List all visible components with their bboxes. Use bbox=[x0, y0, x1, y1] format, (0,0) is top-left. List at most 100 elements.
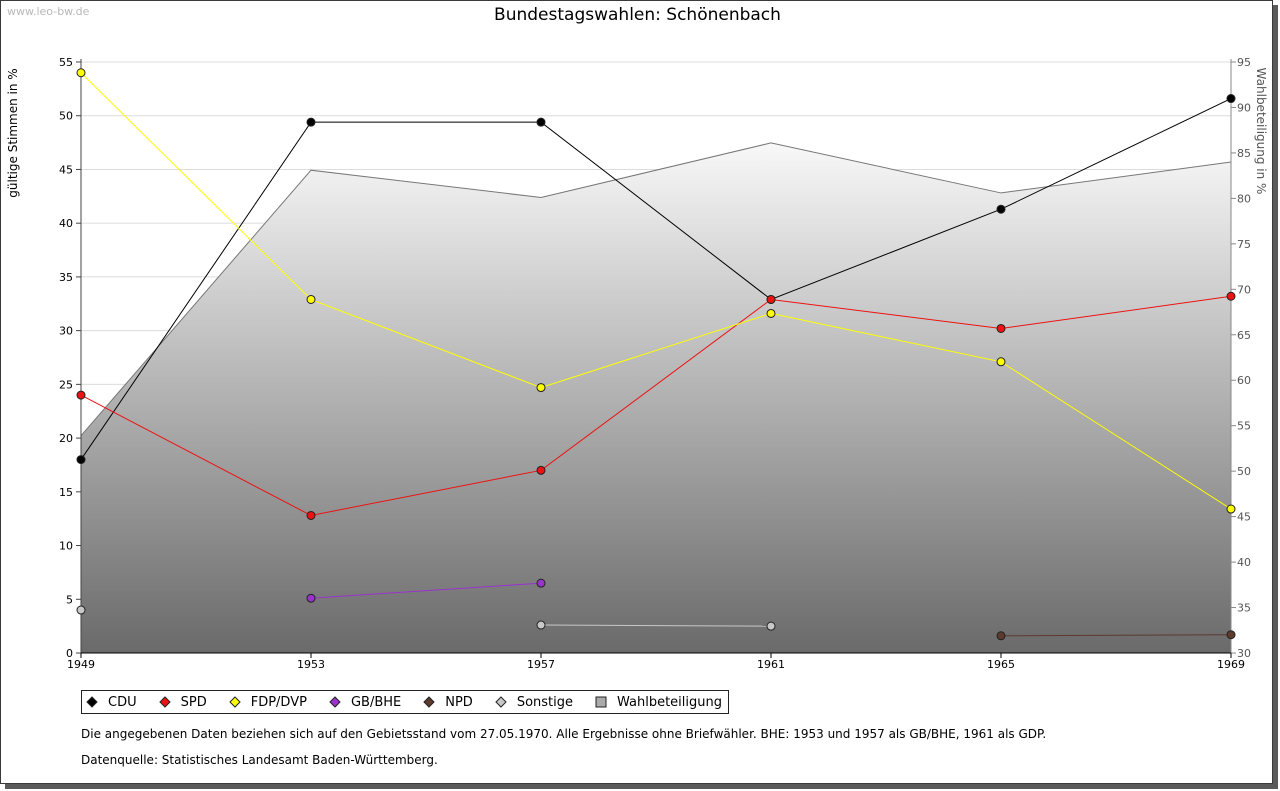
legend-item-spd: SPD bbox=[158, 694, 207, 710]
data-point-npd[interactable] bbox=[996, 631, 1006, 641]
data-point-cdu[interactable] bbox=[76, 455, 86, 465]
series-lines bbox=[76, 68, 1236, 641]
data-point-spd[interactable] bbox=[536, 465, 546, 475]
data-point-sonstige[interactable] bbox=[766, 621, 776, 631]
data-point-spd[interactable] bbox=[306, 510, 316, 520]
legend-item-npd: NPD bbox=[423, 695, 473, 710]
x-tick-label: 1969 bbox=[1217, 658, 1245, 671]
legend-marker-npd bbox=[423, 696, 435, 708]
y-tick-label-right: 75 bbox=[1237, 238, 1251, 251]
y-tick-label-right: 30 bbox=[1237, 647, 1251, 660]
y-axis-title-left: gültige Stimmen in % bbox=[6, 68, 20, 197]
y-tick-label-right: 80 bbox=[1237, 192, 1251, 205]
data-note: Die angegebenen Daten beziehen sich auf … bbox=[81, 727, 1047, 741]
series-line-sonstige bbox=[540, 624, 772, 627]
x-tick-label: 1957 bbox=[527, 658, 555, 671]
axis-titles: gültige Stimmen in % Wahlbeteiligung in … bbox=[6, 68, 1268, 198]
y-tick-label-left: 15 bbox=[59, 486, 73, 499]
x-tick-label: 1949 bbox=[67, 658, 95, 671]
legend-item-wahlbeteiligung: Wahlbeteiligung bbox=[595, 695, 722, 710]
data-point-spd[interactable] bbox=[766, 294, 776, 304]
y-tick-label-right: 70 bbox=[1237, 283, 1251, 296]
series-spd bbox=[76, 291, 1236, 520]
data-point-fdp-dvp[interactable] bbox=[1226, 504, 1236, 514]
y-tick-label-right: 55 bbox=[1237, 420, 1251, 433]
tick-labels: 0 5 10 15 20 25 30 35 40 45 50 55 30 35 40 45 50 55 60 65 70… bbox=[59, 56, 1251, 671]
series-line-npd bbox=[1000, 634, 1232, 637]
data-point-fdp-dvp[interactable] bbox=[536, 383, 546, 393]
y-tick-label-right: 60 bbox=[1237, 374, 1251, 387]
data-point-cdu[interactable] bbox=[306, 117, 316, 127]
watermark: www.leo-bw.de bbox=[7, 5, 90, 18]
data-point-npd[interactable] bbox=[1226, 630, 1236, 640]
y-tick-label-right: 90 bbox=[1237, 101, 1251, 114]
y-tick-label-left: 45 bbox=[59, 163, 73, 176]
legend-marker-sonstige bbox=[495, 696, 507, 708]
legend-marker-spd bbox=[158, 696, 171, 708]
legend-item-fdp-dvp: FDP/DVP bbox=[229, 695, 307, 710]
legend-label-fdp-dvp: FDP/DVP bbox=[250, 694, 307, 710]
series-line-cdu bbox=[80, 98, 1232, 460]
axes bbox=[76, 59, 1236, 658]
data-point-spd[interactable] bbox=[996, 323, 1006, 333]
legend-marker-wahlbeteiligung bbox=[595, 696, 607, 708]
data-point-gb-bhe[interactable] bbox=[536, 578, 546, 588]
y-tick-label-right: 95 bbox=[1237, 56, 1251, 69]
data-point-gb-bhe[interactable] bbox=[306, 593, 316, 603]
data-source: Datenquelle: Statistisches Landesamt Bad… bbox=[81, 753, 438, 767]
y-tick-label-left: 5 bbox=[66, 593, 73, 606]
series-line-fdp-dvp bbox=[80, 72, 1232, 510]
data-point-spd[interactable] bbox=[1226, 291, 1236, 301]
y-tick-label-right: 50 bbox=[1237, 465, 1251, 478]
series-cdu bbox=[76, 94, 1236, 465]
data-point-cdu[interactable] bbox=[996, 204, 1006, 214]
data-point-fdp-dvp[interactable] bbox=[306, 294, 316, 304]
y-axis-title-right: Wahlbeteiligung in % bbox=[1254, 68, 1268, 195]
y-tick-label-right: 85 bbox=[1237, 147, 1251, 160]
x-tick-label: 1953 bbox=[297, 658, 325, 671]
y-tick-label-left: 55 bbox=[59, 56, 73, 69]
y-tick-label-left: 30 bbox=[59, 325, 73, 338]
data-point-cdu[interactable] bbox=[536, 117, 546, 127]
legend-label-wahlbeteiligung: Wahlbeteiligung bbox=[617, 694, 723, 710]
turnout-area bbox=[80, 142, 1232, 653]
data-point-fdp-dvp[interactable] bbox=[766, 308, 776, 318]
data-point-spd[interactable] bbox=[76, 390, 86, 400]
series-line-gb-bhe bbox=[310, 582, 542, 599]
y-tick-label-left: 40 bbox=[59, 217, 73, 230]
legend-label-spd: SPD bbox=[180, 694, 207, 710]
legend-marker-cdu bbox=[86, 696, 98, 708]
y-tick-label-right: 65 bbox=[1237, 329, 1251, 342]
legend-marker-fdp-dvp bbox=[229, 696, 241, 708]
x-tick-label: 1965 bbox=[987, 658, 1015, 671]
legend-marker-gb-bhe bbox=[329, 696, 341, 708]
y-tick-label-left: 35 bbox=[59, 271, 73, 284]
legend-label-cdu: CDU bbox=[108, 694, 137, 710]
y-tick-label-left: 25 bbox=[59, 378, 73, 391]
y-tick-label-left: 20 bbox=[59, 432, 73, 445]
y-tick-label-right: 40 bbox=[1237, 556, 1251, 569]
data-point-cdu[interactable] bbox=[1226, 94, 1236, 104]
y-tick-label-left: 50 bbox=[59, 110, 73, 123]
y-tick-label-left: 10 bbox=[59, 540, 73, 553]
legend-item-cdu: CDU bbox=[86, 695, 137, 710]
data-point-fdp-dvp[interactable] bbox=[76, 68, 86, 78]
data-point-sonstige[interactable] bbox=[536, 620, 546, 630]
series-npd bbox=[996, 630, 1236, 641]
y-tick-label-right: 35 bbox=[1237, 602, 1251, 615]
y-tick-label-right: 45 bbox=[1237, 511, 1251, 524]
legend: CDU SPD FDP/DVP GB/BHE NPD Sonstige Wahlbeteil… bbox=[81, 690, 730, 714]
legend-label-gb-bhe: GB/BHE bbox=[350, 694, 402, 710]
data-point-sonstige[interactable] bbox=[76, 605, 86, 615]
series-line-spd bbox=[80, 295, 1232, 516]
legend-item-sonstige: Sonstige bbox=[495, 695, 573, 710]
legend-item-gb-bhe: GB/BHE bbox=[329, 695, 401, 710]
data-point-fdp-dvp[interactable] bbox=[996, 357, 1006, 367]
y-tick-label-left: 0 bbox=[66, 647, 73, 660]
series-gb-bhe bbox=[306, 578, 546, 603]
turnout-area-fill bbox=[81, 142, 1231, 653]
turnout-area-line bbox=[80, 142, 1232, 437]
chart-title: Bundestagswahlen: Schönenbach bbox=[494, 5, 781, 25]
plot-area: 0 5 10 15 20 25 30 35 40 45 50 55 30 35 40 45 50 55 60 65 70… bbox=[6, 56, 1268, 671]
